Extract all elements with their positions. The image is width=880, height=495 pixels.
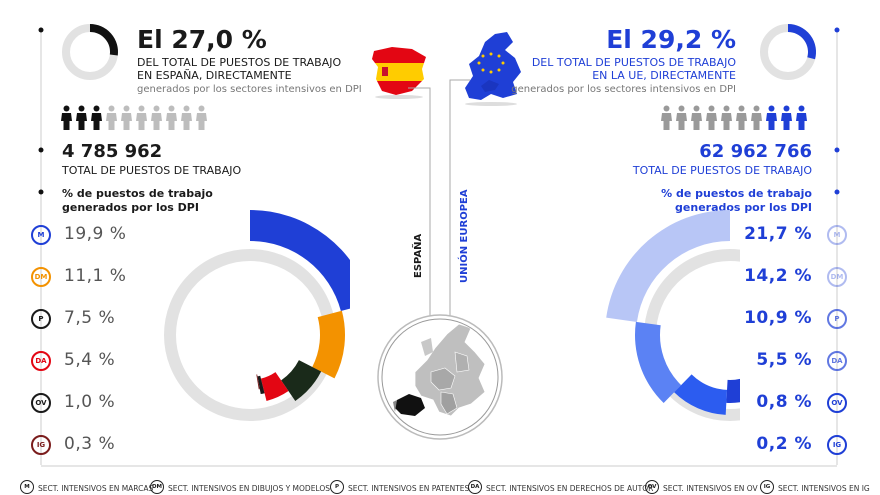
spain-share-donut [62, 24, 118, 80]
legend-badge-ov: OV [645, 480, 659, 494]
slice-dm [312, 310, 345, 379]
spain-pct-title-1: % de puestos de trabajo [62, 187, 213, 200]
legend-label-ig: SECT. INTENSIVOS EN IG [778, 484, 870, 493]
badge-ov: OV [827, 393, 847, 413]
legend-label-ov: SECT. INTENSIVOS EN OV [663, 484, 758, 493]
person-icon [76, 105, 87, 130]
person-icon [766, 105, 777, 130]
person-icon [106, 105, 117, 130]
eu-total-label: TOTAL DE PUESTOS DE TRABAJO [632, 164, 812, 177]
slice-p [281, 360, 322, 401]
person-icon [691, 105, 702, 130]
eu-desc-1: DEL TOTAL DE PUESTOS DE TRABAJO [531, 56, 736, 69]
slice-dm [635, 321, 682, 403]
person-icon [721, 105, 732, 130]
value-m: 19,9 % [64, 224, 127, 244]
legend-label-m: SECT. INTENSIVOS EN MARCAS [38, 484, 154, 493]
value-p: 7,5 % [64, 308, 116, 328]
value-ov: 0,8 % [756, 392, 812, 412]
legend-label-dm: SECT. INTENSIVOS EN DIBUJOS Y MODELOS [168, 484, 331, 493]
eu-desc-3: generados por los sectores intensivos en… [511, 84, 736, 95]
badge-da: DA [31, 351, 51, 371]
eu-headline: El 29,2 % [606, 25, 736, 54]
badge-ig: IG [31, 435, 51, 455]
legend-label-da: SECT. INTENSIVOS EN DERECHOS DE AUTOR [486, 484, 654, 493]
person-icon [151, 105, 162, 130]
badge-p: P [827, 309, 847, 329]
eu-desc-2: EN LA UE, DIRECTAMENTE [592, 69, 736, 82]
eu-vertical-label: UNIÓN EUROPEA [459, 189, 470, 283]
badge-ov: OV [31, 393, 51, 413]
badge-dm: DM [827, 267, 847, 287]
value-dm: 11,1 % [64, 266, 127, 286]
badge-p: P [31, 309, 51, 329]
eu-radial-chart [606, 210, 740, 421]
slice-m [606, 210, 730, 322]
value-ig: 0,3 % [64, 434, 116, 454]
person-icon [136, 105, 147, 130]
person-icon [91, 105, 102, 130]
eu-flag-map-icon [465, 32, 521, 106]
person-icon [676, 105, 687, 130]
slice-ov [257, 375, 265, 395]
legend-badge-p: P [330, 480, 344, 494]
europe-map-icon [377, 314, 503, 440]
slice-p [674, 374, 728, 415]
badge-dm: DM [31, 267, 51, 287]
spain-people-row [60, 105, 220, 133]
badge-m: M [31, 225, 51, 245]
eu-pct-title-1: % de puestos de trabajo [661, 187, 812, 200]
badge-m: M [827, 225, 847, 245]
spain-total: 4 785 962 [62, 141, 163, 162]
spain-radial-chart [164, 210, 350, 421]
legend-badge-dm: DM [150, 480, 164, 494]
value-ov: 1,0 % [64, 392, 116, 412]
slice-ig [256, 374, 260, 390]
spain-vertical-label: ESPAÑA [413, 233, 424, 278]
badge-ig: IG [827, 435, 847, 455]
slice-m [250, 210, 350, 312]
eu-pct-title-2: generados por los DPI [675, 201, 812, 214]
person-icon [751, 105, 762, 130]
legend-badge-ig: IG [760, 480, 774, 494]
person-icon [181, 105, 192, 130]
slice-da [726, 378, 740, 403]
legend-label-p: SECT. INTENSIVOS EN PATENTES [348, 484, 470, 493]
person-icon [796, 105, 807, 130]
badge-da: DA [827, 351, 847, 371]
eu-people-row [660, 105, 820, 133]
spain-desc-3: generados por los sectores intensivos en… [137, 84, 362, 95]
spain-desc-2: EN ESPAÑA, DIRECTAMENTE [137, 69, 292, 82]
eu-total: 62 962 766 [699, 141, 812, 162]
spain-headline: El 27,0 % [137, 25, 267, 54]
person-icon [61, 105, 72, 130]
spain-pct-title-2: generados por los DPI [62, 201, 199, 214]
value-da: 5,5 % [756, 350, 812, 370]
legend-badge-m: M [20, 480, 34, 494]
person-icon [166, 105, 177, 130]
eu-share-donut [760, 24, 816, 80]
person-icon [706, 105, 717, 130]
person-icon [661, 105, 672, 130]
value-da: 5,4 % [64, 350, 116, 370]
person-icon [196, 105, 207, 130]
value-dm: 14,2 % [744, 266, 812, 286]
spain-desc-1: DEL TOTAL DE PUESTOS DE TRABAJO [137, 56, 342, 69]
person-icon [121, 105, 132, 130]
legend-badge-da: DA [468, 480, 482, 494]
spain-flag-map-icon [372, 47, 426, 99]
value-m: 21,7 % [744, 224, 812, 244]
value-p: 10,9 % [744, 308, 812, 328]
slice-da [260, 372, 289, 401]
spain-total-label: TOTAL DE PUESTOS DE TRABAJO [62, 164, 242, 177]
person-icon [781, 105, 792, 130]
person-icon [736, 105, 747, 130]
value-ig: 0,2 % [756, 434, 812, 454]
